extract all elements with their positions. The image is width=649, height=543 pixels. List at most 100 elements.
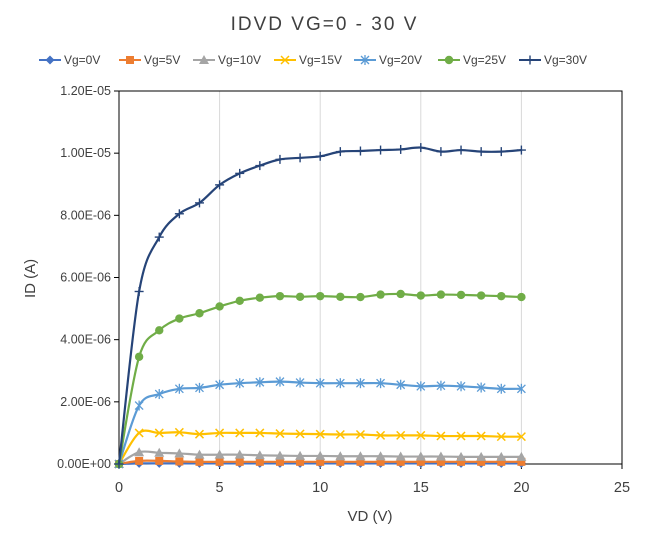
- data-point: [516, 432, 526, 442]
- data-point: [517, 292, 526, 302]
- data-point: [295, 377, 305, 388]
- data-point: [235, 428, 245, 438]
- x-tick-label: 10: [312, 480, 328, 496]
- data-point: [496, 383, 506, 394]
- data-point: [416, 430, 426, 440]
- data-point: [174, 448, 185, 458]
- x-axis-label: VD (V): [347, 508, 393, 525]
- data-point: [456, 431, 466, 441]
- data-point: [235, 296, 244, 306]
- data-point: [516, 145, 526, 155]
- data-point: [275, 429, 285, 439]
- legend-swatch: [519, 55, 541, 65]
- data-point: [436, 431, 446, 441]
- data-point: [316, 291, 325, 301]
- data-point: [356, 292, 365, 302]
- data-point: [255, 293, 265, 302]
- data-point: [194, 449, 205, 459]
- data-point: [316, 457, 325, 466]
- data-point: [497, 457, 506, 466]
- data-point: [396, 379, 406, 390]
- data-point: [476, 147, 486, 157]
- x-tick-label: 5: [216, 480, 224, 496]
- data-point: [155, 456, 164, 465]
- data-point: [376, 145, 386, 155]
- legend-swatch: [438, 55, 460, 65]
- y-axis-label: ID (A): [22, 258, 39, 298]
- data-point: [275, 457, 284, 466]
- data-point: [517, 457, 526, 466]
- data-point: [134, 352, 144, 361]
- data-point: [295, 450, 306, 460]
- series-vg30v: [114, 143, 526, 469]
- data-point: [114, 459, 124, 469]
- data-point: [496, 451, 507, 461]
- data-point: [275, 291, 285, 301]
- data-point: [315, 378, 325, 389]
- data-point: [215, 457, 224, 466]
- data-point: [335, 451, 346, 461]
- legend-label: Vg=25V: [463, 53, 507, 67]
- data-point: [336, 457, 345, 466]
- data-point: [376, 430, 386, 440]
- data-point: [335, 429, 345, 440]
- data-point: [436, 380, 446, 391]
- legend-label: Vg=15V: [299, 53, 343, 67]
- y-tick-label: 6.00E-06: [60, 271, 111, 285]
- data-point: [496, 432, 506, 442]
- legend-swatch: [354, 55, 376, 65]
- data-point: [456, 145, 466, 155]
- y-tick-label: 1.00E-05: [60, 146, 111, 160]
- data-point: [457, 457, 466, 466]
- series-vg10v: [114, 447, 527, 468]
- data-point: [436, 457, 445, 466]
- data-point: [255, 377, 265, 388]
- data-point: [497, 291, 506, 301]
- data-point: [456, 381, 466, 392]
- data-point: [335, 378, 345, 389]
- data-point: [215, 180, 225, 190]
- series-vg25v: [114, 289, 526, 469]
- data-point: [274, 450, 285, 460]
- y-tick-label: 8.00E-06: [60, 208, 111, 222]
- data-point: [235, 378, 245, 389]
- data-point: [154, 232, 164, 242]
- x-tick-label: 20: [513, 480, 529, 496]
- data-point: [215, 428, 225, 438]
- legend: Vg=0V Vg=5V Vg=10V Vg=15V Vg=20V Vg=25V Vg=30V: [0, 51, 649, 69]
- data-point: [295, 429, 305, 439]
- data-point: [355, 451, 366, 461]
- data-point: [416, 381, 426, 392]
- data-point: [416, 143, 426, 153]
- legend-label: Vg=30V: [544, 53, 588, 67]
- data-point: [376, 457, 385, 466]
- data-point: [195, 457, 204, 466]
- legend-swatch: [119, 56, 141, 64]
- y-tick-label: 4.00E-06: [60, 333, 111, 347]
- data-point: [275, 154, 285, 164]
- data-point: [336, 292, 345, 301]
- data-point: [255, 428, 265, 438]
- data-point: [456, 451, 467, 461]
- data-point: [476, 431, 486, 441]
- data-point: [476, 451, 487, 461]
- data-point: [335, 147, 345, 157]
- data-point: [355, 146, 365, 156]
- data-point: [436, 290, 446, 299]
- data-point: [396, 430, 406, 440]
- data-point: [214, 449, 225, 459]
- data-point: [174, 209, 184, 219]
- data-point: [315, 429, 325, 439]
- legend-label: Vg=20V: [379, 53, 423, 67]
- data-point: [476, 382, 486, 393]
- series-vg15v: [114, 427, 526, 469]
- data-point: [175, 457, 184, 466]
- y-tick-label: 0.00E+00: [57, 457, 111, 471]
- data-point: [376, 378, 386, 389]
- data-point: [396, 144, 406, 154]
- data-point: [255, 457, 264, 466]
- legend-swatch: [193, 55, 215, 64]
- data-point: [195, 382, 204, 393]
- series-vg5v: [115, 456, 526, 468]
